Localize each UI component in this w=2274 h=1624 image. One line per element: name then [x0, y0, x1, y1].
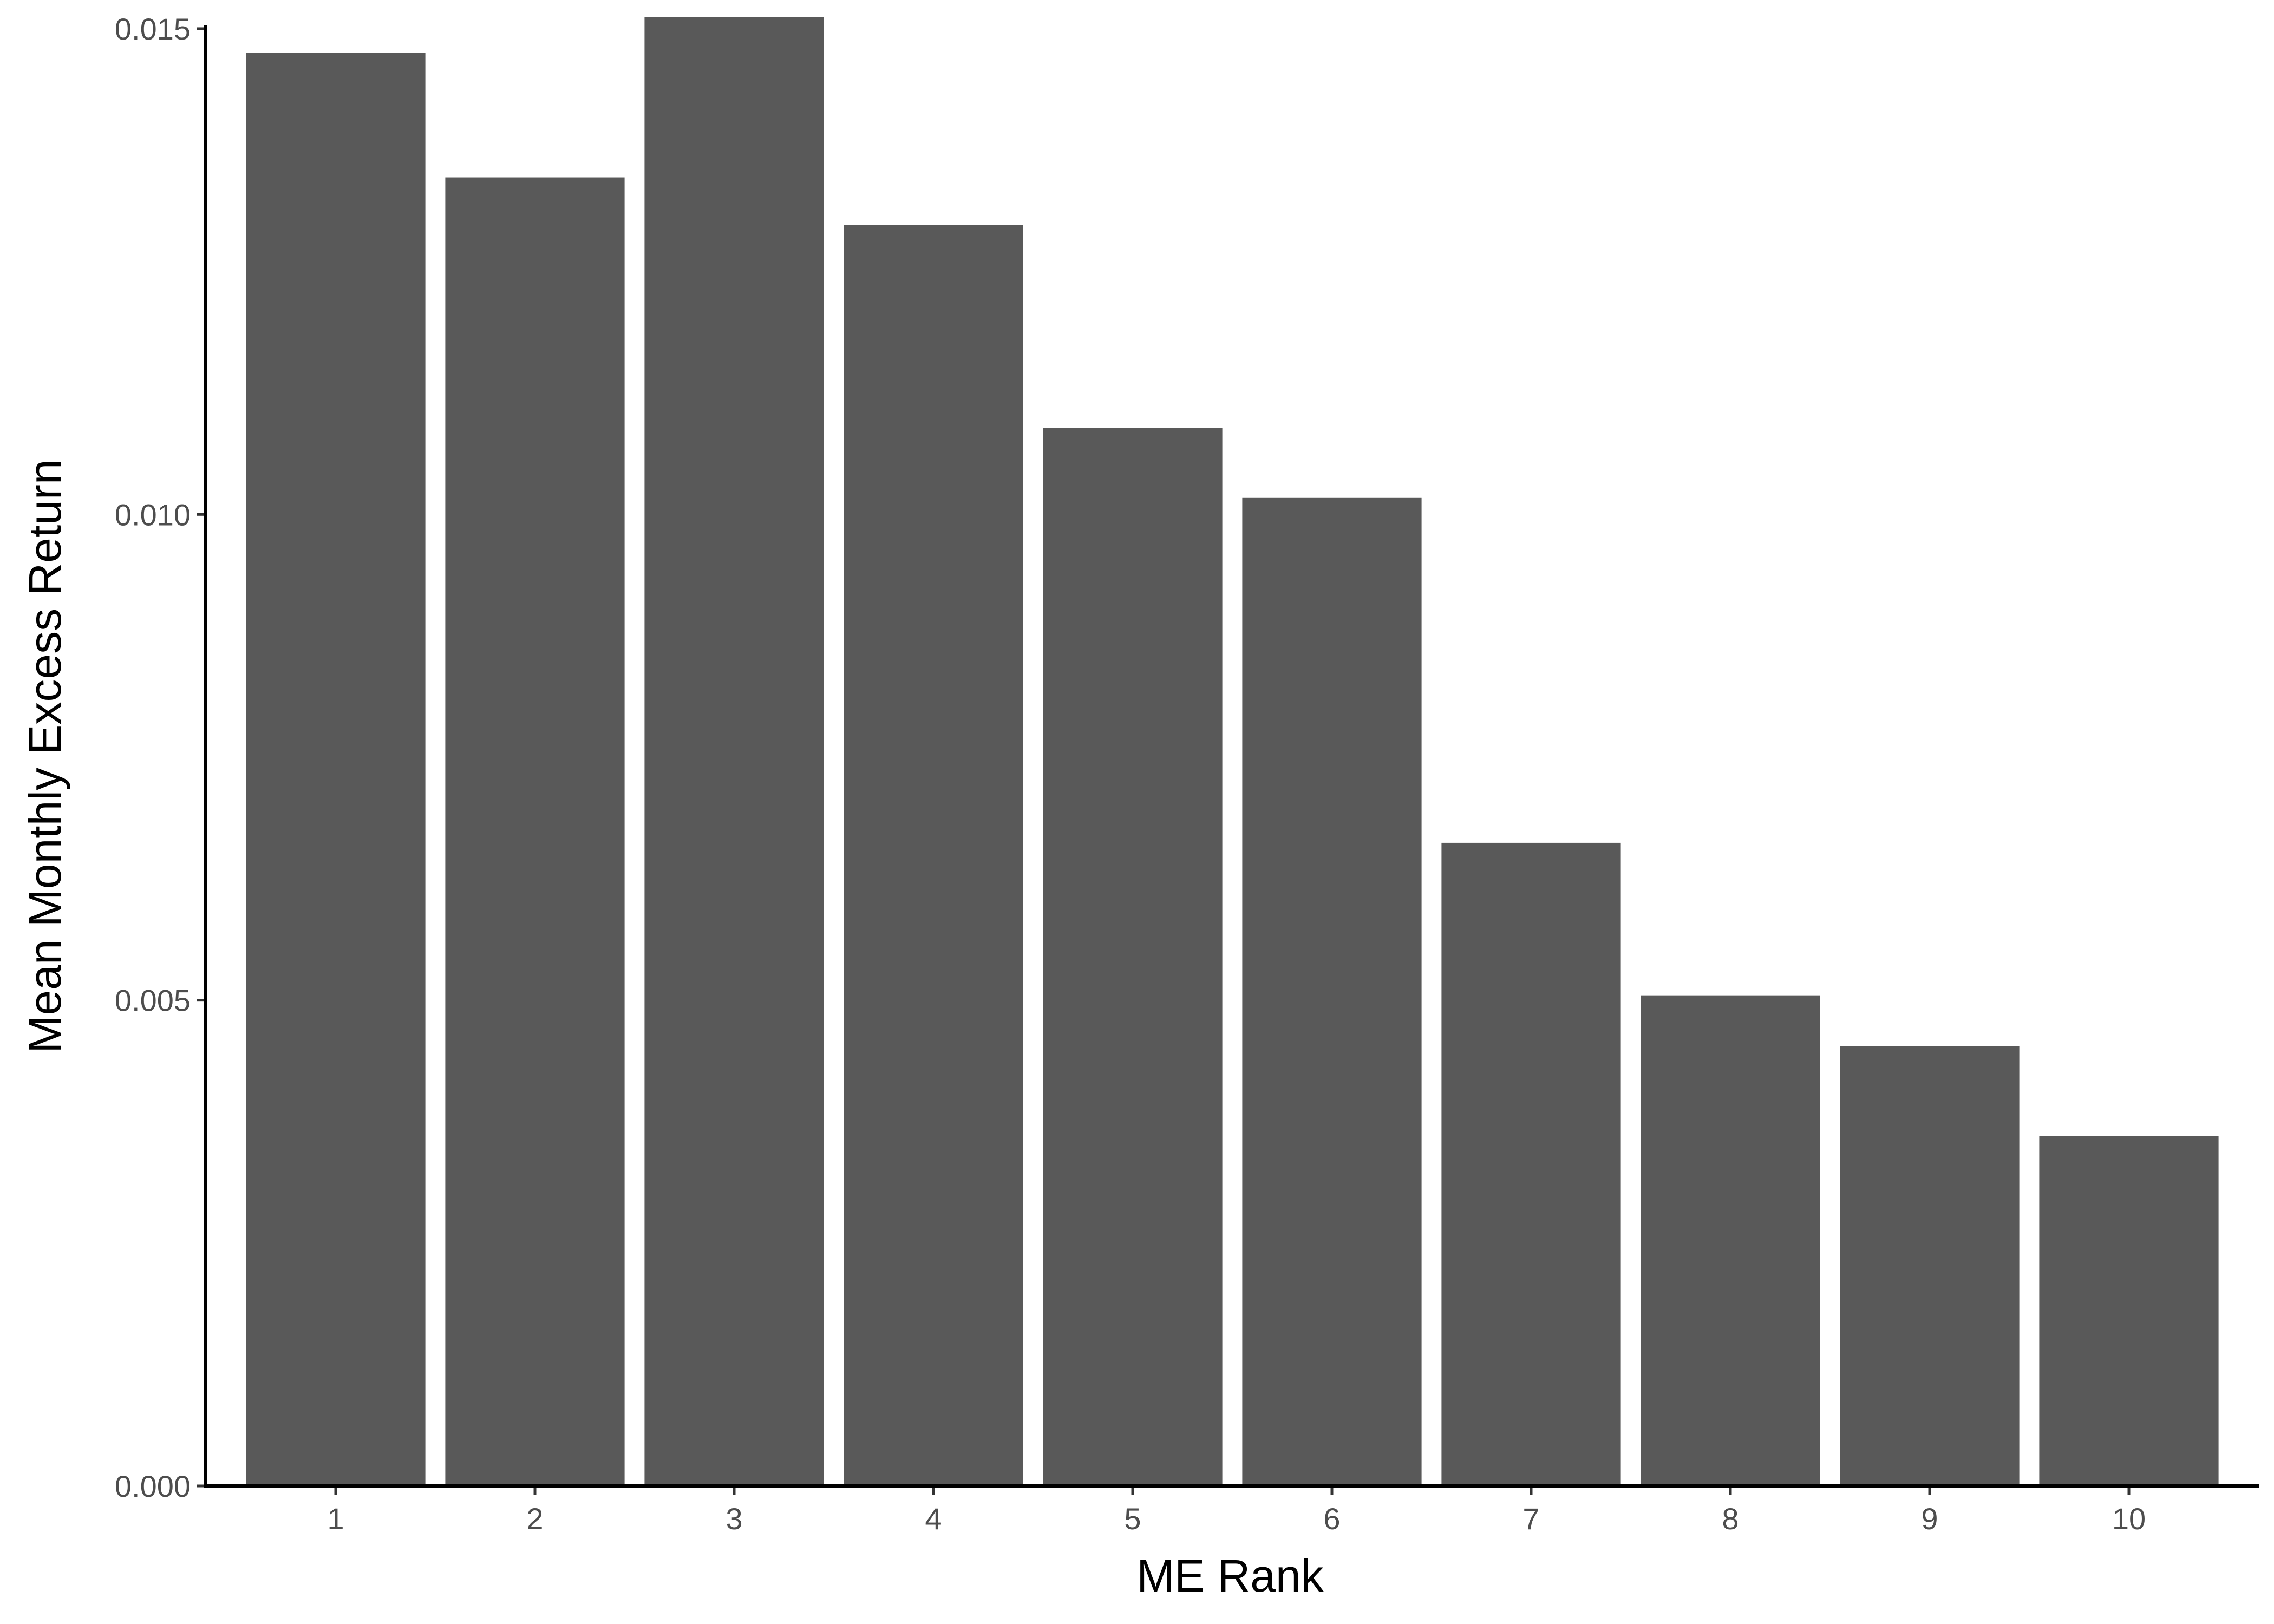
y-axis-title: Mean Monthly Excess Return: [19, 459, 70, 1053]
x-tick-label: 2: [526, 1502, 543, 1536]
bar-10: [2039, 1136, 2219, 1486]
x-tick-label: 3: [726, 1502, 742, 1536]
y-tick-label: 0.015: [115, 12, 191, 46]
x-axis-title: ME Rank: [1136, 1550, 1324, 1601]
y-tick-label: 0.005: [115, 984, 191, 1018]
x-tick-label: 10: [2112, 1502, 2146, 1536]
y-tick-label: 0.010: [115, 497, 191, 532]
bar-7: [1441, 842, 1621, 1486]
bars-group: [246, 17, 2219, 1487]
bar-8: [1641, 995, 1820, 1486]
bar-5: [1043, 428, 1223, 1486]
x-tick-label: 7: [1522, 1502, 1539, 1536]
y-axis-ticks: 0.000 0.005 0.010 0.015: [115, 12, 206, 1503]
x-axis-ticks: 1 2 3 4 5 6 7 8 9 10: [327, 1486, 2146, 1536]
bar-2: [445, 177, 625, 1487]
x-tick-label: 8: [1722, 1502, 1739, 1536]
x-tick-label: 5: [1124, 1502, 1141, 1536]
bar-9: [1840, 1046, 2020, 1486]
bar-3: [644, 17, 824, 1486]
x-tick-label: 6: [1323, 1502, 1340, 1536]
bar-4: [844, 225, 1023, 1486]
x-tick-label: 4: [925, 1502, 942, 1536]
bar-6: [1242, 497, 1422, 1486]
y-tick-label: 0.000: [115, 1469, 191, 1503]
x-tick-label: 1: [327, 1502, 344, 1536]
bar-1: [246, 53, 426, 1487]
x-tick-label: 9: [1921, 1502, 1938, 1536]
